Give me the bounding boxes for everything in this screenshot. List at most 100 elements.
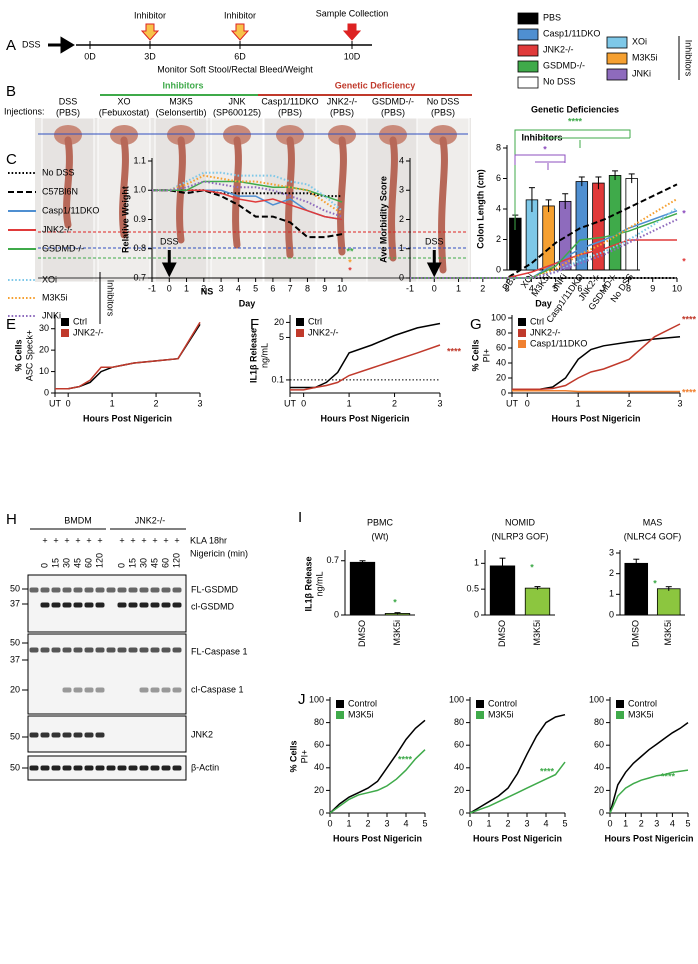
y-axis-label: IL1β Release [303,556,313,611]
blot-band [128,647,138,653]
y-axis-label: % Cells [288,740,298,772]
x-tick-label: 4 [403,818,408,828]
photo-column-name: Casp1/11DKO [261,96,318,106]
legend-label: Casp1/11DKO [543,28,600,38]
y-tick-label: 4 [399,155,404,165]
y-tick-label: 100 [491,312,506,322]
legend-label: XOi [42,274,57,284]
x-tick-label: 0 [327,818,332,828]
y-tick-label: 60 [314,740,324,750]
legend-swatch [61,318,69,326]
x-tick-label: 10 [337,283,347,293]
y-tick-label: 5 [279,332,284,342]
legend-label: XOi [632,36,647,46]
blot-band [40,732,50,738]
mw-marker: 37 [10,654,20,664]
y-tick-label: 1.1 [133,155,146,165]
panel-label: H [6,511,17,528]
legend-group-label: Inhibitors [684,40,694,77]
blot-band [95,587,105,593]
legend-swatch [606,52,628,65]
y-tick-label: 80 [594,717,604,727]
blot-band [95,732,105,738]
blot-band [84,687,94,693]
blot-band [51,587,61,593]
blot-time: 60 [160,558,170,568]
blot-band [62,732,72,738]
legend-label: GSDMD-/- [42,243,84,253]
blot-band [95,687,105,693]
timeline-start: DSS [22,39,41,49]
y-tick-label: 0 [599,807,604,817]
y-tick-label: 2 [496,234,501,244]
y-tick-label: 0 [44,387,49,397]
blot-kla: + [163,535,168,545]
y-tick-label: 60 [454,740,464,750]
chart-title: MAS [643,517,663,527]
blot-band [172,587,182,593]
colon [119,136,129,239]
x-tick-label: 3 [384,818,389,828]
mw-marker: 50 [10,637,20,647]
blot-time: 0 [39,563,49,568]
bar [524,587,551,616]
x-tick-label: 0 [432,283,437,293]
legend-swatch [517,44,539,57]
legend-label: Casp1/11DKO [42,205,99,215]
annotation: **** [540,766,555,776]
blot-band [139,647,149,653]
series-line [512,390,680,393]
x-tick-label: 4 [529,283,534,293]
x-tick-label: M3K5i [392,620,402,646]
panel-label: E [6,316,16,333]
x-axis-label: Day [239,298,256,308]
y-tick-label: 0.8 [133,243,146,253]
x-tick-label: 3 [219,283,224,293]
y-tick-label: 8 [496,142,501,152]
colon-cecum [167,125,195,145]
legend-label: M3K5i [632,52,658,62]
photo-column-name: DSS [59,96,78,106]
y-tick-label: 0 [501,387,506,397]
y-tick-label: 1 [474,558,479,568]
y-axis-label: Relative Weight [120,186,130,253]
x-tick-label: 5 [685,818,690,828]
y-axis-label: % Cells [13,339,23,371]
blot-band-label: FL-Caspase 1 [191,646,248,656]
legend-swatch [518,318,526,326]
blot-band [51,765,61,771]
x-tick-label: 5 [562,818,567,828]
marker-label: DSS [160,236,179,246]
x-tick-label: 3 [524,818,529,828]
x-tick-label: 4 [236,283,241,293]
blot-band [29,587,39,593]
blot-band [117,587,127,593]
x-tick-label: 1 [456,283,461,293]
y-tick-label: 100 [449,694,464,704]
photo-column-treatment: (PBS) [381,107,405,117]
marker-arrow [426,250,442,278]
legend-swatch [616,700,624,708]
blot-band [40,765,50,771]
y-tick-label: 100 [589,694,604,704]
legend-group-label: Inhibitors [106,280,116,317]
x-tick-label: DMSO [497,620,507,647]
annotation: **** [661,771,676,781]
blot-band [161,602,171,608]
y-tick-label: 40 [496,357,506,367]
y-tick-label: 20 [39,345,49,355]
blot-band [84,732,94,738]
blot-band [172,765,182,771]
y-tick-label: 3 [609,547,614,557]
annotation: * [682,256,686,266]
y-tick-label: 80 [314,717,324,727]
x-tick-label: -1 [148,283,156,293]
blot-kla: + [64,535,69,545]
bar [656,588,681,616]
legend-label: No DSS [42,167,75,177]
y-axis-label: Colon Length (cm) [475,169,485,249]
y-tick-label: 2 [399,214,404,224]
annotation: * [543,144,547,154]
bar [349,561,376,616]
legend-swatch [517,60,539,73]
